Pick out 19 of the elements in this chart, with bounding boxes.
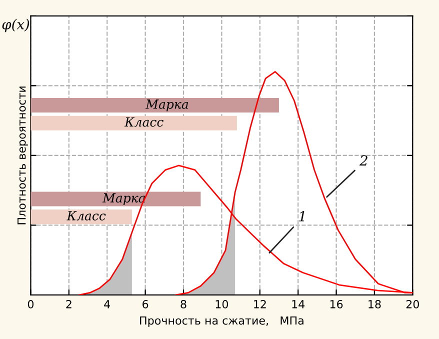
x-tick-label: 12	[254, 300, 266, 308]
x-tick-label: 18	[368, 300, 381, 308]
x-tick-label: 20	[406, 300, 419, 308]
x-tick-label: 0	[28, 300, 34, 308]
x-tick-label: 10	[216, 300, 228, 308]
annotation: 2	[359, 155, 368, 166]
x-tick-label: 2	[66, 300, 72, 308]
x-tick-label: 4	[104, 300, 110, 308]
y-axis-title: Плотность вероятности	[18, 86, 28, 224]
band-label: Марка	[145, 100, 188, 112]
x-tick-label: 16	[330, 300, 343, 308]
x-tick-label: 8	[180, 300, 186, 308]
annotation: 1	[299, 211, 304, 222]
x-tick-label: 6	[142, 300, 148, 308]
band-label: Класс	[124, 117, 164, 127]
band-label: Класс	[66, 211, 106, 220]
x-tick-label: 14	[292, 300, 305, 308]
chart-title: φ(x)	[2, 18, 30, 32]
x-axis-title: Прочность на сжатие, МПа	[140, 316, 304, 327]
